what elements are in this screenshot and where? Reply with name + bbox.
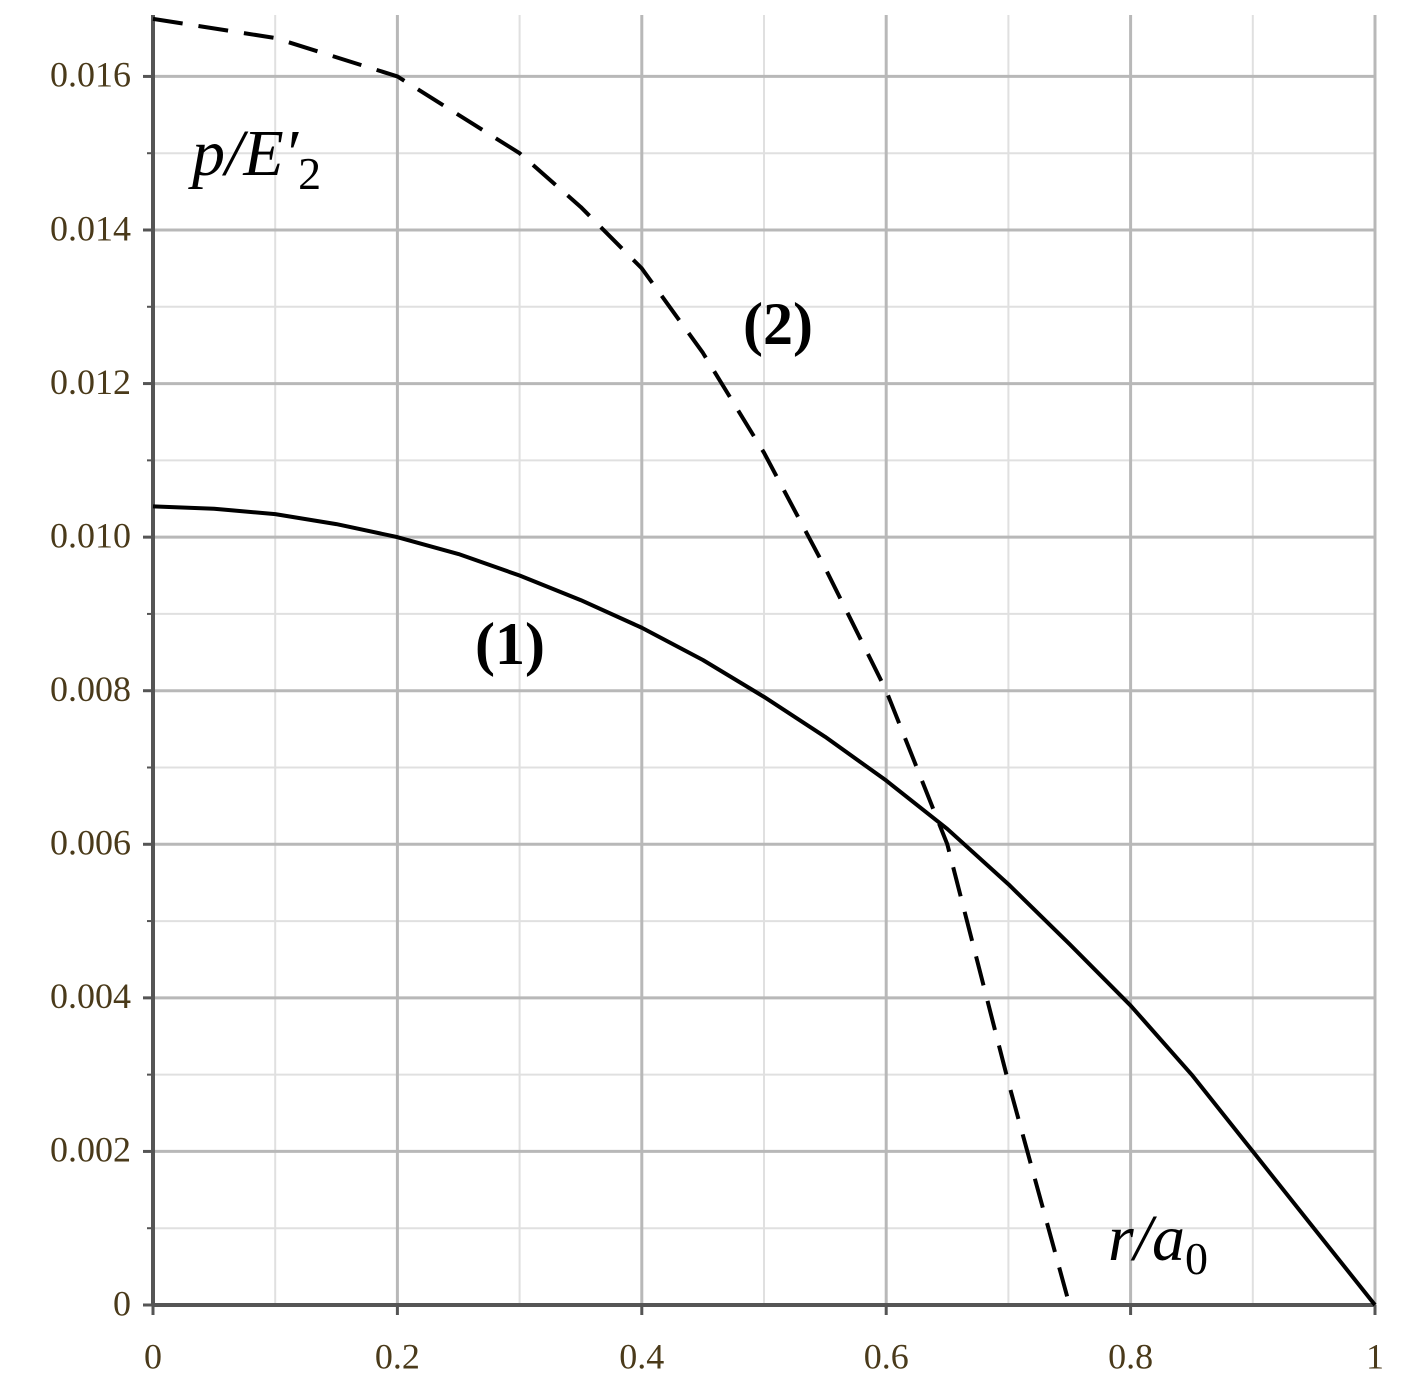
y-tick-label: 0.012: [50, 362, 131, 402]
y-tick-label: 0: [113, 1283, 131, 1323]
x-tick-label: 0: [144, 1336, 162, 1376]
x-tick-label: 1: [1366, 1336, 1384, 1376]
x-tick-label: 0.6: [864, 1336, 909, 1376]
y-tick-label: 0.002: [50, 1130, 131, 1170]
y-tick-label: 0.008: [50, 669, 131, 709]
ylabel-label: p/E′2: [188, 117, 321, 198]
series-line: [152, 504, 1377, 1307]
y-tick-label: 0.014: [50, 208, 131, 248]
xlabel-label: r/a0: [1108, 1202, 1208, 1283]
x-tick-label: 0.8: [1108, 1336, 1153, 1376]
y-tick-label: 0.016: [50, 55, 131, 95]
series-label: (2): [743, 291, 813, 357]
y-tick-label: 0.004: [50, 976, 131, 1016]
series-label: (1): [475, 611, 545, 677]
y-tick-label: 0.006: [50, 823, 131, 863]
x-tick-label: 0.2: [375, 1336, 420, 1376]
xlabel-label-sub: 0: [1185, 1233, 1208, 1284]
y-tick-label: 0.010: [50, 515, 131, 555]
xlabel-label-main: r/a: [1108, 1202, 1185, 1275]
ylabel-label-sub: 2: [298, 148, 321, 199]
x-tick-label: 0.4: [619, 1336, 664, 1376]
ylabel-label-main: p/E′: [188, 117, 300, 190]
series-line: [152, 16, 1072, 1306]
